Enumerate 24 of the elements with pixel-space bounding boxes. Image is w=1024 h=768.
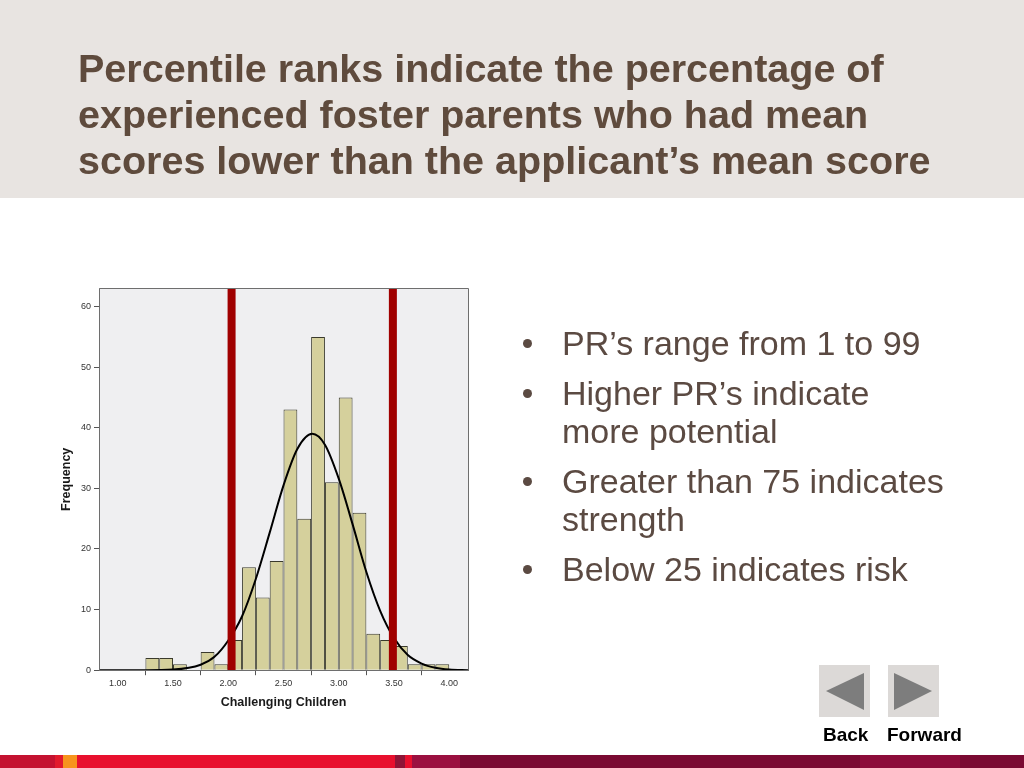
x-axis-title: Challenging Children — [220, 694, 347, 709]
x-tick-label: 3.00 — [329, 678, 348, 689]
text: Below 25 indicates risk — [562, 550, 909, 588]
y-tick-label: 0 — [86, 664, 92, 675]
text: Higher PR’s indicate more potential — [562, 374, 871, 450]
y-tick-label: 20 — [81, 543, 92, 554]
text: Back — [823, 724, 869, 745]
x-tick-label: 2.00 — [219, 678, 238, 689]
y-tick-label: 40 — [81, 422, 92, 433]
y-axis-title: Frequency — [58, 447, 73, 511]
y-tick-label: 30 — [81, 482, 92, 493]
line-series — [99, 432, 468, 671]
text: Greater than 75 indicates strength — [562, 462, 945, 538]
x-tick-label: 4.00 — [440, 678, 458, 689]
y-tick-label: 10 — [81, 604, 92, 615]
text: PR’s range from 1 to 99 — [562, 324, 922, 362]
chart-title: Percentile ranks indicate the percentage of experienced foster parents who had mean scores lower than the applicant’s mean score — [78, 45, 932, 183]
text: Forward — [887, 724, 962, 745]
x-tick-label: 1.50 — [164, 678, 182, 689]
y-tick-label: 60 — [81, 301, 92, 312]
y-tick-label: 50 — [81, 361, 92, 372]
x-tick-label: 3.50 — [385, 678, 403, 689]
x-tick-label: 1.00 — [109, 678, 127, 689]
x-tick-label: 2.50 — [274, 678, 293, 689]
